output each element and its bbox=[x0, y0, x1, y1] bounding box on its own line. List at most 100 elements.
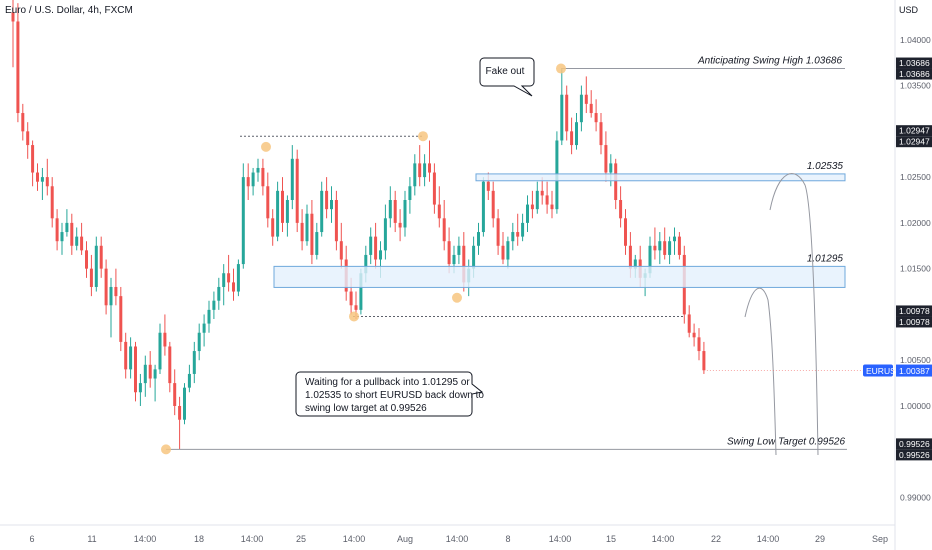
price-tag-bg bbox=[896, 438, 932, 450]
candle bbox=[619, 186, 623, 228]
candle-body bbox=[570, 131, 574, 146]
candle-body bbox=[11, 12, 15, 22]
candle-body bbox=[692, 332, 696, 338]
candle bbox=[222, 264, 226, 306]
x-tick-label: 8 bbox=[505, 534, 510, 544]
candle-body bbox=[349, 291, 353, 306]
candle bbox=[339, 222, 343, 269]
projection-path bbox=[769, 173, 819, 456]
candle bbox=[261, 158, 265, 196]
candle bbox=[192, 341, 196, 384]
candle bbox=[383, 204, 387, 260]
last-price: 1.00387 bbox=[899, 366, 930, 376]
zone-box[interactable] bbox=[475, 173, 846, 182]
candle bbox=[16, 3, 20, 123]
overlays-layer: 1.02535 1.01295 Anticipating Swing High 1.… bbox=[161, 56, 847, 456]
x-tick-label: 14:00 bbox=[549, 534, 572, 544]
candle-body bbox=[398, 222, 402, 228]
candle-body bbox=[589, 103, 593, 114]
swing-marker bbox=[418, 131, 428, 142]
candle bbox=[697, 328, 701, 361]
candle bbox=[658, 232, 662, 265]
candle bbox=[579, 85, 583, 132]
candle bbox=[668, 236, 672, 265]
candle bbox=[545, 181, 549, 214]
candle bbox=[374, 222, 378, 269]
candle-body bbox=[94, 245, 98, 287]
candle bbox=[535, 181, 539, 214]
candle-body bbox=[604, 145, 608, 173]
candle bbox=[36, 163, 39, 191]
candle bbox=[31, 140, 35, 187]
y-tick-label: 1.02000 bbox=[900, 218, 931, 228]
candle-body bbox=[334, 200, 338, 242]
candle-body bbox=[516, 232, 520, 237]
candle-body bbox=[246, 177, 250, 187]
x-tick-label: 14:00 bbox=[652, 534, 675, 544]
candle bbox=[26, 122, 30, 159]
candle-body bbox=[85, 250, 88, 269]
candle-body bbox=[628, 245, 632, 269]
candle bbox=[575, 113, 578, 150]
symbol-tag-bg bbox=[863, 364, 893, 377]
candle-body bbox=[26, 131, 30, 146]
candle-body bbox=[236, 264, 240, 292]
candle bbox=[589, 90, 593, 118]
callout-line: 1.02535 to short EURUSD back down to bbox=[305, 390, 484, 401]
candle bbox=[119, 286, 123, 352]
candle bbox=[408, 177, 412, 214]
candle-body bbox=[60, 232, 64, 242]
candle-body bbox=[114, 286, 118, 297]
x-tick-label: 29 bbox=[815, 534, 825, 544]
candle-body bbox=[653, 245, 657, 251]
candle bbox=[491, 181, 495, 228]
candle-body bbox=[486, 181, 490, 191]
candle-body bbox=[271, 218, 275, 237]
x-tick-label: 14:00 bbox=[757, 534, 780, 544]
x-tick-label: 11 bbox=[87, 534, 96, 544]
candle-body bbox=[393, 200, 397, 223]
x-tick-label: Sep bbox=[872, 534, 888, 544]
candle-body bbox=[173, 383, 177, 406]
candle-body bbox=[70, 222, 74, 246]
candle-body bbox=[89, 268, 93, 287]
projection-path bbox=[744, 287, 777, 456]
candle-body bbox=[530, 204, 534, 210]
candle-body bbox=[545, 195, 549, 205]
pullback-callout[interactable]: Waiting for a pullback into 1.01295 or 1.… bbox=[295, 371, 484, 417]
candle bbox=[183, 383, 186, 425]
candle-body bbox=[687, 314, 691, 333]
price-tag: 1.03686 bbox=[899, 69, 930, 79]
candle bbox=[148, 351, 152, 388]
candle bbox=[437, 186, 441, 228]
candle-body bbox=[124, 341, 128, 370]
x-tick-label: 6 bbox=[29, 534, 34, 544]
candle-body bbox=[36, 172, 39, 182]
candle-body bbox=[614, 163, 618, 200]
candle bbox=[70, 213, 74, 255]
candle-body bbox=[496, 218, 500, 246]
candle-body bbox=[648, 245, 652, 274]
candle-body bbox=[521, 222, 525, 237]
candle-body bbox=[609, 163, 613, 173]
candle bbox=[653, 227, 657, 260]
candle-body bbox=[575, 122, 578, 146]
swing-low-label: Swing Low Target 0.99526 bbox=[727, 436, 845, 447]
candle-body bbox=[579, 94, 583, 123]
x-tick-label: 18 bbox=[194, 534, 204, 544]
candle bbox=[663, 227, 667, 260]
candle-body bbox=[379, 250, 382, 260]
candle bbox=[236, 259, 240, 297]
candle bbox=[94, 236, 98, 292]
candle bbox=[187, 364, 191, 393]
candle bbox=[217, 277, 221, 310]
candle bbox=[501, 232, 505, 265]
candle-body bbox=[339, 241, 343, 260]
zone-box[interactable] bbox=[273, 265, 846, 288]
price-tag-bg bbox=[896, 316, 932, 328]
price-tag-bg bbox=[896, 57, 932, 69]
candle bbox=[256, 158, 260, 182]
candle bbox=[555, 131, 559, 214]
fake-out-callout[interactable]: Fake out bbox=[479, 57, 535, 97]
